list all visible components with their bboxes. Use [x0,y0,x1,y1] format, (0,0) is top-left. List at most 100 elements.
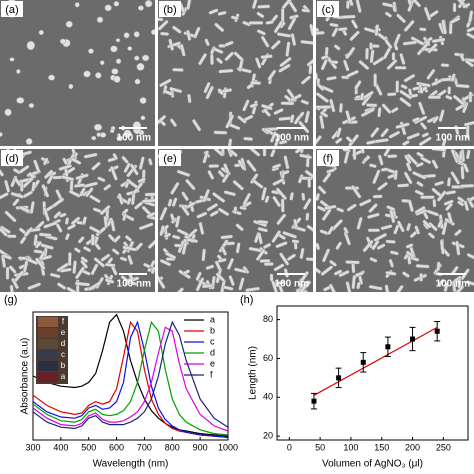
panel-label-box [317,150,339,166]
nanorod [468,10,474,23]
nanorod [422,219,432,229]
nanorod [257,4,271,9]
nanoparticle [4,108,12,117]
nanorod [119,256,128,262]
nanorod [138,156,145,170]
nanorod [256,11,265,19]
nanorod [208,164,220,168]
nanorod [31,181,36,192]
nanorod [174,243,183,248]
nanorod [419,27,427,32]
nanorod [122,212,127,221]
nanorod [93,257,106,268]
nanorod [124,235,133,242]
nanorod [265,20,274,25]
nanorod [111,265,118,276]
nanorod [466,26,474,33]
nanorod [300,39,313,45]
data-point [410,336,416,342]
nanorod [345,110,352,124]
nanorod [280,7,285,23]
nanorod [29,201,35,214]
nanorod [316,242,321,251]
nanorod [257,232,263,245]
nanorod [195,277,205,292]
nanorod [205,264,215,270]
nanorod [301,8,311,13]
nanorod [38,250,46,261]
x-axis-label: Volumen of AgNO₃ (μl) [322,459,423,470]
nanorod [129,163,139,176]
nanorod [242,192,251,206]
nanoparticle [0,131,3,137]
scale-bar-label: 100 nm [275,279,310,290]
nanorod [400,84,408,90]
nanorod [126,197,132,205]
legend-label: b [210,325,215,335]
nanorod [170,182,180,195]
nanorod [223,285,234,291]
nanorod [234,267,248,274]
nanorod [210,53,214,66]
x-tick-label: 600 [109,442,124,452]
nanoparticle [96,16,104,23]
nanorod [299,153,313,160]
nanorod [88,281,102,291]
nanorod [110,166,118,181]
sem-image [0,149,155,292]
nanorod [198,221,205,235]
nanorod [320,54,329,60]
vial [38,350,58,360]
nanorod [59,212,67,218]
x-tick-label: 800 [165,442,180,452]
nanorod [220,234,233,240]
panel-label-box [159,1,181,17]
nanorod [319,111,329,118]
x-tick-label: 100 [343,442,358,452]
nanorod [193,26,201,39]
nanoparticle [9,57,15,62]
nanoparticle [150,29,155,36]
nanorod [384,39,393,49]
nanorod [207,170,215,180]
nanorod [64,217,70,225]
nanorod [218,44,226,48]
nanorod [345,136,353,144]
nanorod [338,270,350,278]
nanorod [283,155,290,170]
nanorod [368,203,378,213]
nanorod [432,198,437,208]
sem-image [158,149,313,292]
nanorod [377,154,384,166]
nanorod [257,227,268,233]
nanorod [179,43,186,57]
nanorod [25,257,39,265]
nanorod [126,178,139,189]
nanoparticle [134,55,140,61]
panel-label: (d) [5,153,18,165]
nanoparticle [109,129,115,134]
nanorod [329,22,339,28]
nanorod [440,138,447,146]
nanorod [300,99,310,105]
nanorod [232,180,244,191]
nanorod [225,149,233,158]
nanorod [392,4,397,13]
nanorod [455,285,465,292]
nanorod [83,152,98,159]
nanoparticle [16,97,25,104]
nanorod [215,272,225,282]
nanorod [263,108,272,117]
nanorod [67,252,72,266]
nanorod [316,192,321,201]
nanorod [121,208,129,215]
nanorod [250,80,262,85]
data-point [336,375,342,381]
nanorod [78,187,86,197]
panel-label: (h) [240,294,253,306]
nanorod [4,210,17,223]
nanorod [324,204,337,211]
nanorod [172,234,181,240]
vial [38,372,58,382]
nanorod [264,195,270,204]
